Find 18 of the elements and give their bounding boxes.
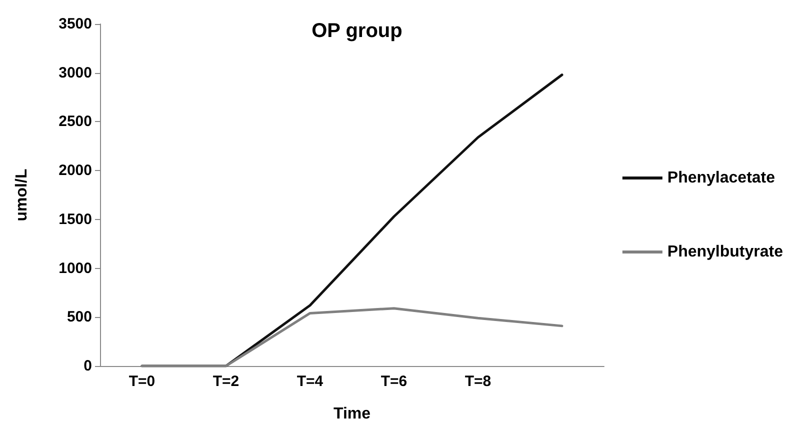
x-tick-label: T=0 <box>128 373 156 390</box>
y-tick-label: 1500 <box>58 210 92 228</box>
x-tick-label: T=4 <box>296 373 324 390</box>
x-axis-title: Time <box>333 406 371 422</box>
y-tick-label: 2000 <box>58 162 92 180</box>
y-tick-label: 3500 <box>58 16 92 32</box>
x-tick-label: T=6 <box>380 373 408 390</box>
y-tick-label: 3000 <box>58 64 92 82</box>
legend-label: Phenylacetate <box>667 170 776 186</box>
y-axis-title: umol/L <box>14 168 30 222</box>
x-tick-label: T=8 <box>464 373 492 390</box>
legend-label: Phenylbutyrate <box>667 244 784 260</box>
chart-title: OP group <box>312 20 402 42</box>
y-tick-label: 500 <box>66 308 92 326</box>
x-tick-label: T=2 <box>212 373 240 390</box>
y-tick-label: 2500 <box>58 113 92 130</box>
y-tick-label: 0 <box>84 358 92 374</box>
y-tick-label: 1000 <box>58 260 92 277</box>
